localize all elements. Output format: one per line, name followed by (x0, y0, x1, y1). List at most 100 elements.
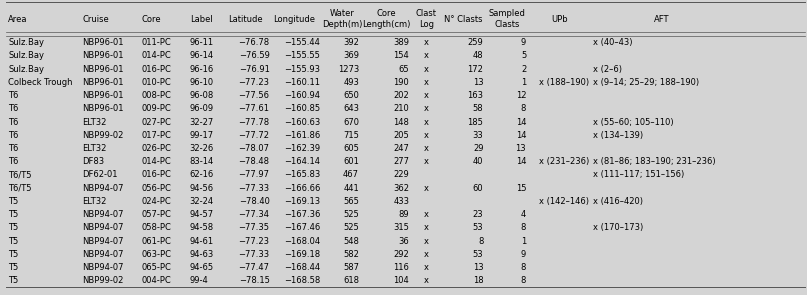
Text: −160.94: −160.94 (284, 91, 320, 100)
Text: 96-10: 96-10 (190, 78, 214, 87)
Text: 62-16: 62-16 (190, 171, 214, 179)
Text: 94-58: 94-58 (190, 223, 214, 232)
Text: T6: T6 (8, 91, 19, 100)
Text: −155.55: −155.55 (285, 51, 320, 60)
Text: 18: 18 (473, 276, 483, 285)
Text: −76.91: −76.91 (239, 65, 270, 73)
Text: 467: 467 (343, 171, 359, 179)
Text: −78.48: −78.48 (239, 157, 270, 166)
Text: Core: Core (141, 14, 161, 24)
Text: 96-09: 96-09 (190, 104, 214, 113)
Text: x: x (424, 91, 429, 100)
Text: 8: 8 (521, 276, 526, 285)
Text: 009-PC: 009-PC (141, 104, 171, 113)
Text: 5: 5 (521, 51, 526, 60)
Text: 433: 433 (393, 197, 409, 206)
Text: 94-56: 94-56 (190, 184, 214, 193)
Text: 525: 525 (343, 223, 359, 232)
Text: 32-27: 32-27 (190, 117, 214, 127)
Text: 061-PC: 061-PC (141, 237, 171, 246)
Text: 96-11: 96-11 (190, 38, 214, 47)
Text: 14: 14 (516, 131, 526, 140)
Text: 83-14: 83-14 (190, 157, 214, 166)
Text: x: x (424, 210, 429, 219)
Text: −164.14: −164.14 (284, 157, 320, 166)
Text: NBP94-07: NBP94-07 (82, 184, 123, 193)
Text: T6: T6 (8, 144, 19, 153)
Text: −168.58: −168.58 (284, 276, 320, 285)
Text: x: x (424, 38, 429, 47)
Text: −77.34: −77.34 (239, 210, 270, 219)
Text: 315: 315 (393, 223, 409, 232)
Text: UPb: UPb (552, 14, 568, 24)
Text: 9: 9 (521, 250, 526, 259)
Text: x: x (424, 144, 429, 153)
Text: 116: 116 (393, 263, 409, 272)
Text: x (142–146): x (142–146) (539, 197, 589, 206)
Text: 96-14: 96-14 (190, 51, 214, 60)
Text: 32-24: 32-24 (190, 197, 214, 206)
Text: T5: T5 (8, 250, 19, 259)
Text: 48: 48 (473, 51, 483, 60)
Text: −162.39: −162.39 (284, 144, 320, 153)
Text: 011-PC: 011-PC (141, 38, 171, 47)
Text: ELT32: ELT32 (82, 197, 107, 206)
Text: x (111–117; 151–156): x (111–117; 151–156) (593, 171, 684, 179)
Text: x (134–139): x (134–139) (593, 131, 643, 140)
Text: 53: 53 (473, 250, 483, 259)
Text: 525: 525 (343, 210, 359, 219)
Text: T5: T5 (8, 210, 19, 219)
Text: −77.61: −77.61 (239, 104, 270, 113)
Text: −76.59: −76.59 (239, 51, 270, 60)
Text: x (9–14; 25–29; 188–190): x (9–14; 25–29; 188–190) (593, 78, 700, 87)
Text: NBP96-01: NBP96-01 (82, 38, 123, 47)
Text: 163: 163 (467, 91, 483, 100)
Text: 89: 89 (399, 210, 409, 219)
Text: NBP99-02: NBP99-02 (82, 276, 123, 285)
Text: 247: 247 (393, 144, 409, 153)
Text: x: x (424, 51, 429, 60)
Text: T5: T5 (8, 197, 19, 206)
Text: 148: 148 (393, 117, 409, 127)
Text: 32-26: 32-26 (190, 144, 214, 153)
Text: 40: 40 (473, 157, 483, 166)
Text: T6/T5: T6/T5 (8, 171, 31, 179)
Text: x: x (424, 223, 429, 232)
Text: 4: 4 (521, 210, 526, 219)
Text: 017-PC: 017-PC (141, 131, 171, 140)
Text: 670: 670 (343, 117, 359, 127)
Text: Area: Area (8, 14, 27, 24)
Text: T6: T6 (8, 157, 19, 166)
Text: 99-17: 99-17 (190, 131, 214, 140)
Text: 715: 715 (343, 131, 359, 140)
Text: −77.72: −77.72 (239, 131, 270, 140)
Text: 389: 389 (393, 38, 409, 47)
Text: 493: 493 (343, 78, 359, 87)
Text: 1273: 1273 (338, 65, 359, 73)
Text: 618: 618 (343, 276, 359, 285)
Text: NBP96-01: NBP96-01 (82, 91, 123, 100)
Text: −160.85: −160.85 (284, 104, 320, 113)
Text: T5: T5 (8, 263, 19, 272)
Text: 185: 185 (467, 117, 483, 127)
Text: 96-16: 96-16 (190, 65, 214, 73)
Text: −155.93: −155.93 (284, 65, 320, 73)
Text: NBP96-01: NBP96-01 (82, 78, 123, 87)
Text: N° Clasts: N° Clasts (445, 14, 483, 24)
Text: Core
Length(cm): Core Length(cm) (362, 9, 411, 29)
Text: 010-PC: 010-PC (141, 78, 171, 87)
Text: −77.33: −77.33 (238, 250, 270, 259)
Text: x: x (424, 131, 429, 140)
Text: 33: 33 (473, 131, 483, 140)
Text: 058-PC: 058-PC (141, 223, 171, 232)
Text: T5: T5 (8, 237, 19, 246)
Text: 650: 650 (343, 91, 359, 100)
Text: −167.36: −167.36 (284, 210, 320, 219)
Text: 024-PC: 024-PC (141, 197, 171, 206)
Text: Cruise: Cruise (82, 14, 109, 24)
Text: 643: 643 (343, 104, 359, 113)
Text: 210: 210 (393, 104, 409, 113)
Text: 172: 172 (467, 65, 483, 73)
Text: −160.11: −160.11 (284, 78, 320, 87)
Text: 2: 2 (521, 65, 526, 73)
